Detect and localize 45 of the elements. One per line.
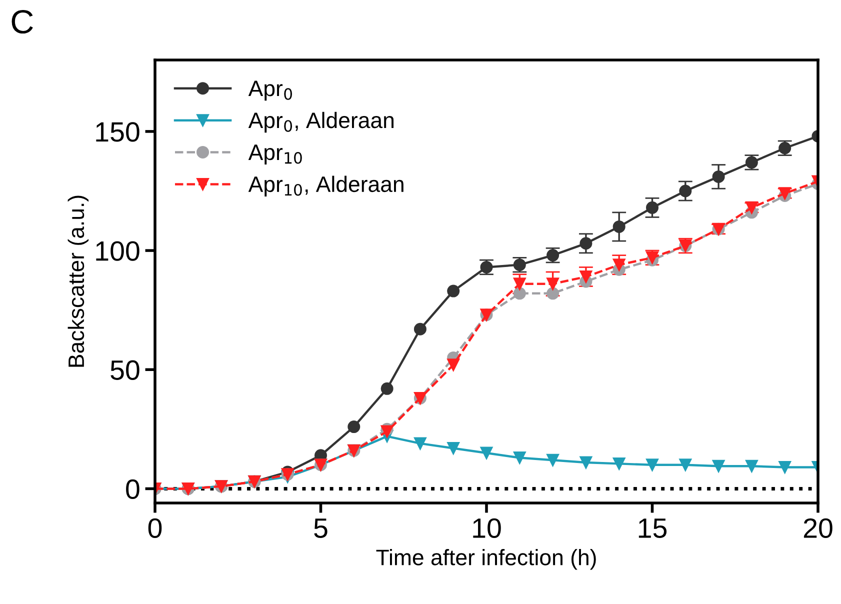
point bbox=[712, 460, 725, 472]
legend-label: Apr$_{10}$ bbox=[248, 144, 302, 165]
point bbox=[612, 220, 626, 233]
y-tick-label: 50 bbox=[110, 360, 140, 380]
legend-label: Apr$_{0}$, Alderaan bbox=[248, 112, 394, 133]
point bbox=[712, 170, 725, 183]
point bbox=[447, 284, 460, 298]
x-tick-label: 10 bbox=[473, 518, 501, 538]
legend-label: Apr$_{10}$, Alderaan bbox=[248, 176, 404, 196]
point bbox=[679, 458, 692, 472]
y-axis-title: Backscatter (a.u.) bbox=[68, 196, 89, 367]
point bbox=[646, 458, 658, 472]
point bbox=[380, 382, 394, 395]
x-tick-label: 15 bbox=[638, 518, 667, 538]
point bbox=[646, 201, 658, 214]
legend-label: Apr$_{0}$ bbox=[248, 80, 292, 101]
point bbox=[580, 270, 592, 283]
x-tick-label: 0 bbox=[148, 518, 162, 538]
y-tick-label: 0 bbox=[126, 479, 140, 500]
x-tick-label: 5 bbox=[314, 518, 328, 538]
text: C bbox=[12, 10, 33, 34]
point bbox=[580, 237, 592, 250]
y-tick-label: 150 bbox=[96, 122, 140, 142]
point bbox=[580, 456, 592, 469]
point bbox=[612, 258, 626, 272]
point bbox=[348, 420, 360, 434]
point bbox=[380, 425, 394, 438]
point bbox=[513, 278, 526, 290]
point bbox=[745, 460, 758, 472]
x-tick-label: 20 bbox=[804, 518, 832, 538]
point bbox=[414, 437, 426, 450]
point bbox=[546, 454, 560, 466]
x-axis-title: Time after infection (h) bbox=[376, 549, 596, 570]
point bbox=[513, 451, 526, 464]
point bbox=[778, 461, 792, 474]
point bbox=[679, 184, 692, 198]
point bbox=[612, 457, 626, 470]
point bbox=[447, 442, 460, 454]
point bbox=[513, 287, 526, 300]
point bbox=[480, 446, 493, 460]
y-tick-label: 100 bbox=[96, 241, 140, 261]
point bbox=[447, 358, 460, 372]
point bbox=[546, 287, 560, 300]
point bbox=[546, 278, 560, 290]
point bbox=[414, 322, 426, 336]
